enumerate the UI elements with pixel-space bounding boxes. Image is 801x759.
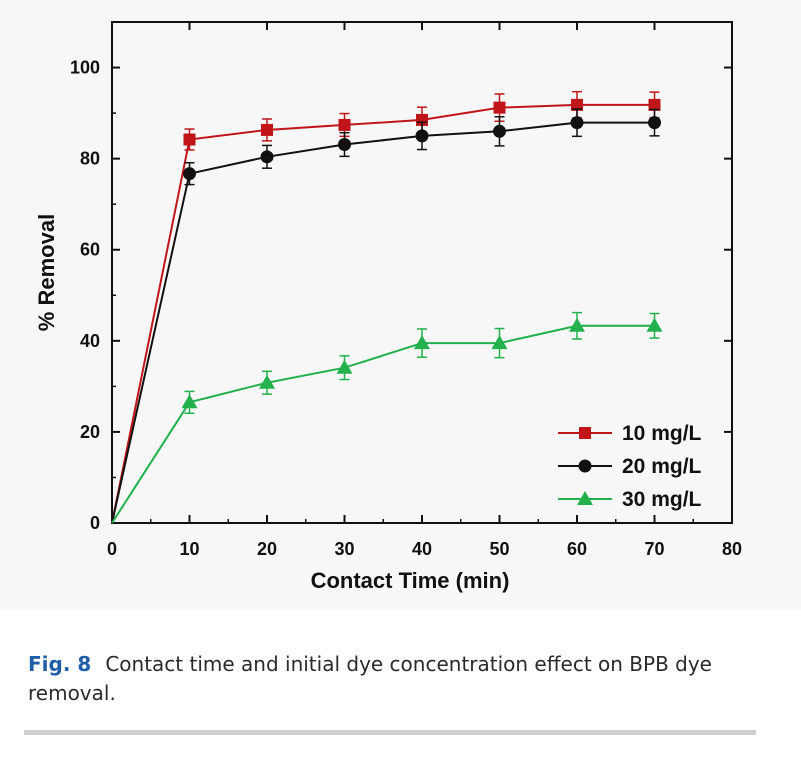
y-tick-label: 100: [70, 58, 100, 78]
data-point: [571, 98, 583, 111]
x-tick-label: 50: [489, 539, 509, 559]
x-tick-label: 20: [257, 539, 277, 559]
axes: 0 10 20 30 40 50 60 70 80 0 20 40 60 80 100 Contact Tim…: [34, 21, 742, 593]
x-tick-label: 80: [722, 539, 742, 559]
legend-item: 10 mg/L: [558, 422, 702, 445]
data-point: [415, 129, 429, 143]
data-point: [261, 123, 273, 136]
data-point: [648, 116, 661, 130]
legend-marker: [577, 491, 593, 505]
legend: 10 mg/L 20 mg/L 30 mg/L: [558, 422, 702, 511]
data-point: [183, 167, 196, 181]
x-tick-label: 70: [644, 539, 664, 559]
data-point: [646, 317, 663, 332]
data-point: [338, 138, 351, 152]
footer-divider: [24, 730, 756, 735]
x-tick-label: 30: [334, 539, 354, 559]
series-3: [111, 311, 663, 524]
figure-caption: Fig. 8 Contact time and initial dye conce…: [28, 650, 768, 708]
data-point: [570, 116, 584, 130]
data-point: [491, 335, 508, 350]
data-point: [493, 101, 506, 114]
data-point: [260, 150, 274, 164]
data-point: [569, 317, 585, 332]
data-point: [493, 124, 506, 138]
y-axis-title: % Removal: [34, 214, 59, 331]
series-line: [111, 324, 655, 524]
y-tick-label: 60: [80, 240, 100, 260]
series-layer: [111, 90, 663, 524]
data-point: [183, 133, 196, 146]
series-2: [111, 108, 661, 524]
data-point: [181, 394, 198, 409]
y-tick-label: 0: [90, 513, 100, 533]
legend-item: 20 mg/L: [558, 455, 702, 478]
x-axis-title: Contact Time (min): [311, 568, 510, 593]
figure-panel: 0 10 20 30 40 50 60 70 80 0 20 40 60 80 100 Contact Tim…: [34, 21, 743, 593]
line-chart: 0 10 20 30 40 50 60 70 80 0 20 40 60 80 100 Contact Tim…: [34, 21, 742, 593]
data-point: [336, 359, 353, 374]
y-tick-label: 80: [80, 149, 100, 169]
y-tick-label: 20: [80, 422, 100, 442]
legend-marker: [579, 427, 591, 439]
y-tick-label: 40: [80, 331, 100, 351]
legend-item: 30 mg/L: [558, 488, 702, 511]
figure-number: Fig. 8: [28, 652, 92, 676]
caption-text: Contact time and initial dye concentrati…: [28, 652, 712, 705]
x-tick-label: 60: [567, 539, 587, 559]
plot-frame: [111, 21, 733, 524]
data-point: [648, 98, 661, 111]
data-point: [338, 118, 351, 131]
series-line: [111, 121, 655, 524]
x-tick-label: 10: [179, 539, 199, 559]
x-tick-label: 40: [412, 539, 432, 559]
legend-label: 10 mg/L: [622, 422, 702, 445]
legend-marker: [578, 459, 592, 473]
x-tick-label: 0: [107, 539, 117, 559]
legend-label: 30 mg/L: [622, 488, 702, 511]
series-1: [111, 90, 661, 524]
series-line: [111, 103, 655, 524]
data-point: [414, 335, 430, 350]
legend-label: 20 mg/L: [622, 455, 702, 478]
data-point: [259, 374, 275, 389]
